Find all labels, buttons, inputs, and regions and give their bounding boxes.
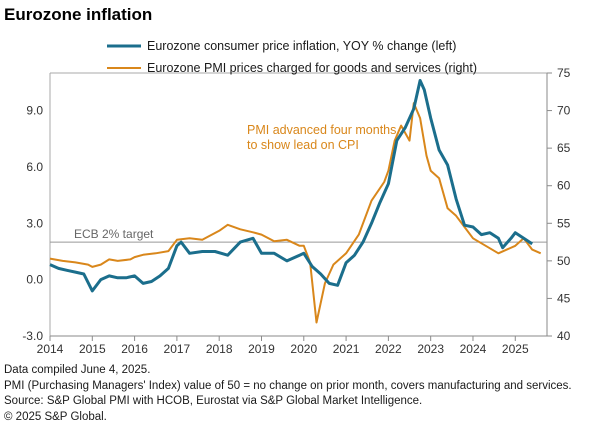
x-tick-label: 2014 bbox=[37, 342, 64, 356]
right-y-tick-label: 65 bbox=[557, 141, 571, 155]
x-tick-label: 2015 bbox=[79, 342, 106, 356]
left-y-tick-label: 6.0 bbox=[26, 160, 43, 174]
annotation-line-2: to show lead on CPI bbox=[247, 138, 359, 152]
left-y-tick-label: -3.0 bbox=[22, 329, 43, 343]
footnote-copyright: © 2025 S&P Global. bbox=[4, 410, 107, 423]
footnote-source: Source: S&P Global PMI with HCOB, Eurost… bbox=[4, 395, 423, 408]
x-tick-label: 2024 bbox=[460, 342, 487, 356]
footnote-pmi-definition: PMI (Purchasing Managers' Index) value o… bbox=[4, 379, 572, 392]
x-tick-label: 2025 bbox=[502, 342, 529, 356]
x-tick-label: 2022 bbox=[375, 342, 402, 356]
x-tick-label: 2020 bbox=[290, 342, 317, 356]
right-y-tick-label: 50 bbox=[557, 254, 571, 268]
right-y-tick-label: 45 bbox=[557, 291, 571, 305]
annotation-line-1: PMI advanced four months bbox=[247, 123, 396, 137]
right-y-tick-label: 70 bbox=[557, 104, 571, 118]
right-y-tick-label: 75 bbox=[557, 66, 571, 80]
right-y-tick-label: 40 bbox=[557, 329, 571, 343]
legend-label-cpi: Eurozone consumer price inflation, YOY %… bbox=[147, 39, 456, 53]
x-tick-label: 2016 bbox=[121, 342, 148, 356]
right-y-tick-label: 60 bbox=[557, 179, 571, 193]
footnotes: Data compiled June 4, 2025. PMI (Purchas… bbox=[4, 363, 590, 425]
x-tick-label: 2017 bbox=[164, 342, 191, 356]
right-y-tick-label: 55 bbox=[557, 216, 571, 230]
x-tick-label: 2018 bbox=[206, 342, 233, 356]
line-chart: Eurozone consumer price inflation, YOY %… bbox=[22, 39, 571, 356]
x-tick-label: 2019 bbox=[248, 342, 275, 356]
right-axis-ticks: 40 45 50 55 60 65 70 75 bbox=[547, 66, 571, 343]
left-y-tick-label: 3.0 bbox=[26, 216, 43, 230]
chart-title: Eurozone inflation bbox=[4, 5, 153, 24]
x-axis-ticks: 2014 2015 2016 2017 2018 2019 2020 2021 2022 2023… bbox=[37, 336, 529, 356]
left-y-tick-label: 9.0 bbox=[26, 104, 43, 118]
footnote-data-compiled: Data compiled June 4, 2025. bbox=[4, 364, 151, 376]
ecb-target-label: ECB 2% target bbox=[74, 227, 154, 241]
x-tick-label: 2021 bbox=[333, 342, 360, 356]
series-line-cpi-inflation bbox=[49, 79, 534, 293]
left-axis-ticks: -3.0 0.0 3.0 6.0 9.0 bbox=[22, 104, 43, 343]
x-tick-label: 2023 bbox=[417, 342, 444, 356]
left-y-tick-label: 0.0 bbox=[26, 273, 43, 287]
series-line-pmi-prices bbox=[49, 102, 542, 324]
legend-label-pmi: Eurozone PMI prices charged for goods an… bbox=[147, 61, 477, 75]
